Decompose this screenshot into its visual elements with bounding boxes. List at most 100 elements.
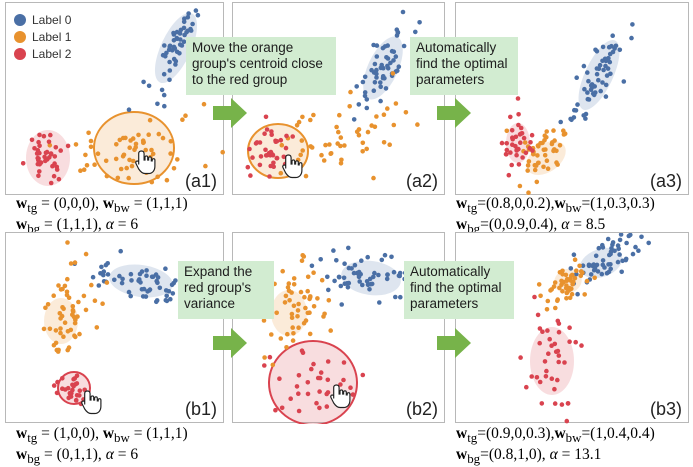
right-arrow-icon [213, 328, 247, 358]
data-point [336, 129, 341, 135]
data-point [179, 43, 185, 48]
data-point [381, 112, 387, 117]
data-point [514, 147, 519, 153]
data-point [544, 307, 550, 312]
data-point [504, 128, 510, 134]
data-point [115, 175, 121, 181]
data-point [309, 263, 315, 269]
data-point [595, 269, 601, 274]
data-point [118, 248, 123, 254]
data-point [608, 71, 613, 77]
data-point [296, 373, 302, 378]
panel-label: (a1) [184, 171, 217, 191]
data-point [516, 162, 522, 167]
legend-swatch [14, 13, 26, 26]
data-point [584, 278, 590, 284]
data-point [533, 163, 539, 168]
data-point [290, 325, 295, 330]
data-point [168, 139, 174, 144]
data-point [537, 379, 543, 385]
data-point [170, 48, 175, 53]
data-point [181, 19, 187, 25]
data-point [574, 271, 579, 277]
data-point [345, 285, 351, 290]
data-point [517, 183, 523, 189]
data-point [101, 272, 106, 278]
data-point [63, 387, 68, 392]
data-point [597, 62, 603, 68]
data-point [159, 87, 165, 93]
data-point [571, 115, 577, 120]
data-point [600, 44, 606, 50]
data-point [35, 161, 41, 167]
data-point [51, 383, 57, 388]
data-point [395, 29, 401, 35]
data-point [552, 386, 557, 392]
data-point [70, 382, 75, 388]
data-point [299, 348, 305, 353]
data-point [299, 258, 305, 263]
data-point [58, 316, 63, 321]
data-point [518, 125, 524, 131]
data-point [348, 89, 353, 95]
panel-label: (a3) [649, 171, 682, 191]
data-point [284, 133, 289, 139]
data-point [285, 331, 290, 337]
data-point [300, 253, 305, 258]
data-point [314, 400, 319, 406]
data-point [118, 166, 124, 172]
data-point [264, 152, 270, 158]
data-point [53, 328, 59, 333]
data-point [516, 122, 521, 128]
data-point [83, 152, 88, 158]
data-point [354, 84, 359, 89]
data-point [303, 173, 309, 179]
data-point [303, 305, 308, 311]
data-point [278, 170, 284, 176]
data-point [513, 134, 519, 140]
data-point [339, 157, 344, 163]
note-auto-optimize-a: Automatically find the optimal parameter… [410, 37, 518, 95]
data-point [41, 326, 47, 332]
panel-label: (b1) [184, 399, 217, 419]
data-point [307, 331, 313, 337]
data-point [530, 148, 535, 153]
data-point [385, 63, 390, 69]
data-point [54, 347, 60, 353]
data-point [35, 148, 41, 153]
data-point [171, 166, 177, 171]
data-point [264, 127, 270, 132]
data-point [564, 278, 570, 283]
right-arrow-icon [213, 98, 247, 128]
data-point [607, 51, 613, 57]
data-point [72, 333, 77, 338]
data-point [630, 22, 635, 27]
data-point [556, 353, 562, 358]
group-ellipse [268, 340, 358, 424]
scatter-plot-b1 [41, 240, 206, 415]
data-point [516, 112, 521, 117]
data-point [593, 253, 599, 259]
data-point [270, 362, 276, 368]
data-point [639, 234, 644, 240]
data-point [535, 153, 540, 158]
data-point [133, 141, 139, 147]
data-point [36, 173, 41, 179]
data-point [164, 177, 170, 183]
data-point [374, 71, 379, 77]
data-point [193, 8, 199, 13]
data-point [382, 76, 387, 81]
note-move-centroid: Move the orange group's centroid close t… [186, 37, 336, 95]
data-point [613, 43, 619, 49]
data-point [619, 269, 624, 275]
data-point [600, 58, 605, 64]
data-point [356, 102, 362, 107]
data-point [305, 274, 311, 280]
data-point [558, 119, 563, 125]
data-point [338, 135, 344, 140]
data-point [311, 304, 317, 309]
data-point [167, 77, 172, 83]
data-point [365, 282, 371, 288]
data-point [147, 117, 153, 123]
data-point [556, 359, 561, 365]
